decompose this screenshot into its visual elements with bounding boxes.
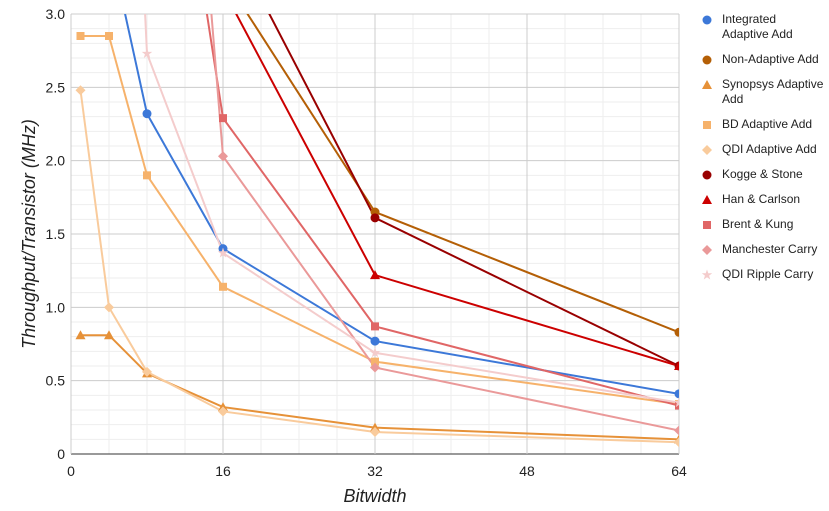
legend-icon — [703, 221, 711, 229]
legend-item: QDI Adaptive Add — [700, 142, 825, 157]
legend-label: Synopsys Adaptive Add — [722, 77, 824, 106]
data-point — [370, 362, 380, 373]
data-point — [371, 357, 379, 366]
legend-item: QDI Ripple Carry — [700, 267, 825, 282]
y-tick-label: 3.0 — [46, 6, 66, 22]
data-point — [75, 85, 86, 96]
legend-icon — [702, 195, 712, 204]
data-point — [75, 330, 86, 340]
legend-label: Non-Adaptive Add — [722, 52, 819, 66]
legend-label: QDI Ripple Carry — [722, 267, 814, 281]
series-line — [79, 90, 679, 444]
legend-label: Brent & Kung — [722, 217, 794, 231]
data-point — [370, 270, 380, 280]
data-point — [76, 32, 85, 40]
y-tick-label: 0.5 — [46, 373, 66, 389]
legend: Integrated Adaptive Add Non-Adaptive Add S… — [700, 12, 825, 292]
x-tick-label: 32 — [367, 463, 383, 479]
y-tick-label: 2.5 — [46, 79, 66, 95]
legend-marker — [702, 55, 712, 65]
legend-marker — [702, 195, 712, 204]
legend-icon — [702, 245, 712, 255]
legend-item: Integrated Adaptive Add — [700, 12, 825, 42]
legend-label: Kogge & Stone — [722, 167, 803, 181]
y-tick-label: 0 — [57, 446, 65, 462]
series-line — [205, 14, 679, 407]
data-point — [673, 397, 679, 408]
legend-label: Integrated Adaptive Add — [722, 12, 793, 41]
legend-label: Han & Carlson — [722, 192, 801, 206]
data-point — [674, 361, 679, 370]
legend-item: Synopsys Adaptive Add — [700, 77, 825, 107]
legend-icon — [702, 55, 712, 65]
legend-icon — [702, 170, 712, 180]
series-line — [124, 14, 679, 395]
plot-area — [75, 14, 679, 448]
data-point — [141, 48, 153, 59]
data-point — [142, 366, 152, 377]
legend-item: Kogge & Stone — [700, 167, 825, 182]
data-point — [371, 322, 379, 331]
data-point — [104, 302, 114, 313]
series-line — [210, 14, 679, 432]
y-tick-label: 2.0 — [46, 153, 66, 169]
y-tick-label: 1.5 — [46, 226, 66, 242]
data-point — [105, 32, 113, 40]
data-point — [370, 427, 380, 437]
legend-icon — [702, 15, 712, 25]
legend-marker — [702, 15, 712, 25]
data-point — [674, 327, 679, 337]
legend-icon — [701, 269, 713, 280]
series-line — [144, 14, 679, 404]
legend-marker — [702, 80, 712, 89]
legend-item: Brent & Kung — [700, 217, 825, 232]
legend-marker — [702, 170, 712, 180]
data-point — [674, 389, 679, 399]
legend-item: Han & Carlson — [700, 192, 825, 207]
data-point — [217, 247, 229, 258]
series-line — [80, 35, 679, 406]
legend-marker — [703, 221, 711, 229]
x-tick-label: 64 — [671, 463, 687, 479]
legend-icon — [702, 80, 712, 89]
legend-icon — [703, 121, 711, 129]
x-tick-label: 16 — [215, 463, 231, 479]
data-point — [143, 171, 151, 180]
y-tick-label: 1.0 — [46, 299, 66, 315]
data-point — [370, 336, 380, 346]
legend-marker — [702, 245, 712, 255]
x-tick-label: 0 — [67, 463, 75, 479]
legend-item: Non-Adaptive Add — [700, 52, 825, 67]
data-point — [104, 330, 114, 340]
legend-item: BD Adaptive Add — [700, 117, 825, 132]
legend-marker — [702, 145, 712, 155]
legend-label: BD Adaptive Add — [722, 117, 813, 131]
chart: Bitwidth Throughput/Transistor (MHz) 0 0.… — [19, 6, 687, 506]
data-point — [218, 406, 228, 417]
legend-label: Manchester Carry — [722, 242, 818, 256]
x-tick-label: 48 — [519, 463, 535, 479]
data-point — [674, 437, 679, 448]
data-point — [219, 114, 227, 123]
legend-item: Manchester Carry — [700, 242, 825, 257]
legend-marker — [703, 121, 711, 129]
data-point — [370, 213, 380, 223]
data-point — [142, 109, 152, 119]
data-point — [674, 425, 679, 436]
y-axis-label: Throughput/Transistor (MHz) — [19, 119, 39, 349]
x-axis-label: Bitwidth — [343, 486, 406, 506]
legend-label: QDI Adaptive Add — [722, 142, 817, 156]
series-line — [80, 334, 679, 441]
legend-icon — [702, 145, 712, 155]
data-point — [369, 347, 381, 358]
data-point — [219, 282, 227, 291]
data-point — [218, 151, 228, 162]
legend-marker — [701, 269, 713, 280]
